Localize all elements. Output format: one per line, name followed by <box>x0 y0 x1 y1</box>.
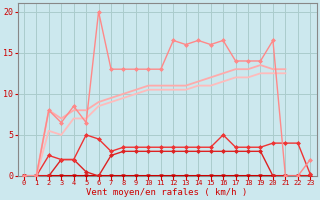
X-axis label: Vent moyen/en rafales ( km/h ): Vent moyen/en rafales ( km/h ) <box>86 188 248 197</box>
